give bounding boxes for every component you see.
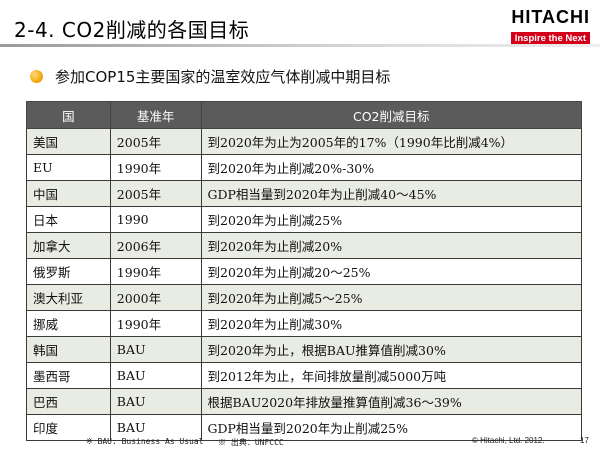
- target-cell: 到2012年为止，年间排放量削减5000万吨: [200, 362, 582, 389]
- slide-title: 2-4. CO2削减的各国目标: [14, 18, 250, 42]
- target-cell: 到2020年为止削减20%: [200, 232, 582, 259]
- base-year-cell: 1990年: [109, 310, 202, 337]
- table-row: 韩国 BAU 到2020年为止，根据BAU推算值削减30%: [26, 336, 582, 363]
- table-row: 挪威 1990年 到2020年为止削减30%: [26, 310, 582, 337]
- country-cell: 俄罗斯: [26, 258, 111, 285]
- base-year-cell: 1990: [109, 206, 202, 233]
- table-row: 美国 2005年 到2020年为止为2005年的17%（1990年比削减4%）: [26, 128, 582, 155]
- country-cell: 挪威: [26, 310, 111, 337]
- bullet-line: 参加COP15主要国家的温室效应气体削减中期目标: [30, 66, 390, 87]
- table-row: 俄罗斯 1990年 到2020年为止削减20～25%: [26, 258, 582, 285]
- footnote-source: ※ 出典：UNFCCC: [218, 438, 284, 447]
- target-cell: 到2020年为止削减25%: [200, 206, 582, 233]
- base-year-cell: BAU: [109, 336, 202, 363]
- country-cell: 中国: [26, 180, 111, 207]
- target-cell: 根据BAU2020年排放量推算值削减36～39%: [200, 388, 582, 415]
- table-row: 巴西 BAU 根据BAU2020年排放量推算值削减36～39%: [26, 388, 582, 415]
- country-cell: 澳大利亚: [26, 284, 111, 311]
- base-year-cell: 2005年: [109, 180, 202, 207]
- target-cell: 到2020年为止削减20～25%: [200, 258, 582, 285]
- table-row: 中国 2005年 GDP相当量到2020年为止削减40～45%: [26, 180, 582, 207]
- country-cell: 韩国: [26, 336, 111, 363]
- header-country: 国: [26, 101, 111, 129]
- base-year-cell: 2000年: [109, 284, 202, 311]
- base-year-cell: BAU: [109, 362, 202, 389]
- country-cell: EU: [26, 154, 111, 181]
- hitachi-logo: HITACHI Inspire the Next: [492, 8, 590, 45]
- country-cell: 加拿大: [26, 232, 111, 259]
- logo-name: HITACHI: [511, 7, 590, 27]
- logo-tagline: Inspire the Next: [510, 32, 590, 45]
- target-cell: GDP相当量到2020年为止削减25%: [200, 414, 582, 441]
- base-year-cell: 2006年: [109, 232, 202, 259]
- header-target: CO2削减目标: [200, 101, 582, 129]
- title-divider: [0, 44, 600, 47]
- table-row: 印度 BAU GDP相当量到2020年为止削减25%: [26, 414, 582, 441]
- footnote-bau: ※ BAU: Business As Usual: [86, 437, 204, 446]
- base-year-cell: BAU: [109, 388, 202, 415]
- country-cell: 日本: [26, 206, 111, 233]
- country-cell: 墨西哥: [26, 362, 111, 389]
- page-number: 17: [580, 436, 589, 445]
- target-cell: 到2020年为止削减5～25%: [200, 284, 582, 311]
- header-base-year: 基准年: [109, 101, 202, 129]
- table-row: EU 1990年 到2020年为止削减20%-30%: [26, 154, 582, 181]
- target-cell: 到2020年为止削减30%: [200, 310, 582, 337]
- country-cell: 美国: [26, 128, 111, 155]
- table-header-row: 国 基准年 CO2削减目标: [26, 101, 582, 129]
- base-year-cell: BAU: [109, 414, 202, 441]
- target-cell: 到2020年为止削减20%-30%: [200, 154, 582, 181]
- base-year-cell: 1990年: [109, 258, 202, 285]
- bullet-text: 参加COP15主要国家的温室效应气体削减中期目标: [55, 68, 391, 86]
- base-year-cell: 2005年: [109, 128, 202, 155]
- table-row: 加拿大 2006年 到2020年为止削减20%: [26, 232, 582, 259]
- target-cell: GDP相当量到2020年为止削减40～45%: [200, 180, 582, 207]
- country-cell: 巴西: [26, 388, 111, 415]
- co2-targets-table: 国 基准年 CO2削减目标 美国 2005年 到2020年为止为2005年的17…: [26, 101, 582, 441]
- orange-bullet-icon: [30, 70, 43, 83]
- copyright: © Hitachi, Ltd. 2012.: [472, 436, 545, 445]
- table-row: 澳大利亚 2000年 到2020年为止削减5～25%: [26, 284, 582, 311]
- target-cell: 到2020年为止，根据BAU推算值削减30%: [200, 336, 582, 363]
- target-cell: 到2020年为止为2005年的17%（1990年比削减4%）: [200, 128, 582, 155]
- table-row: 墨西哥 BAU 到2012年为止，年间排放量削减5000万吨: [26, 362, 582, 389]
- base-year-cell: 1990年: [109, 154, 202, 181]
- table-row: 日本 1990 到2020年为止削减25%: [26, 206, 582, 233]
- country-cell: 印度: [26, 414, 111, 441]
